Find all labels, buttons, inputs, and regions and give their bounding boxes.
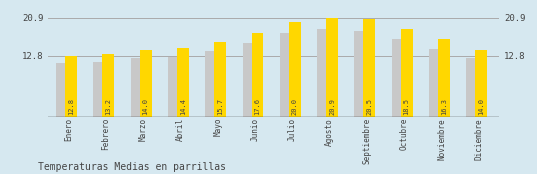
Text: 20.0: 20.0 [292,98,297,115]
Bar [317,29,329,117]
Bar [93,62,105,117]
Text: 16.3: 16.3 [441,98,447,115]
Bar [466,58,478,117]
Bar [475,50,487,117]
Bar [391,39,404,117]
Text: 15.7: 15.7 [217,98,223,115]
Bar [103,54,114,117]
Bar [177,48,189,117]
Text: 20.9: 20.9 [329,98,335,115]
Bar [401,29,412,117]
Bar [364,19,375,117]
Bar [280,33,292,117]
Text: 18.5: 18.5 [404,98,410,115]
Bar [168,57,180,117]
Text: 17.6: 17.6 [255,98,260,115]
Bar [56,63,68,117]
Bar [251,33,264,117]
Text: Temperaturas Medias en parrillas: Temperaturas Medias en parrillas [38,162,226,172]
Bar [429,49,441,117]
Text: 14.4: 14.4 [180,98,186,115]
Bar [205,51,217,117]
Bar [65,56,77,117]
Text: 13.2: 13.2 [105,98,111,115]
Bar [326,18,338,117]
Text: 20.5: 20.5 [366,98,372,115]
Text: 14.0: 14.0 [478,98,484,115]
Bar [140,50,151,117]
Text: 12.8: 12.8 [68,98,74,115]
Bar [438,39,450,117]
Text: 14.0: 14.0 [143,98,149,115]
Bar [289,22,301,117]
Bar [354,31,366,117]
Bar [130,58,143,117]
Bar [243,43,255,117]
Bar [214,42,226,117]
